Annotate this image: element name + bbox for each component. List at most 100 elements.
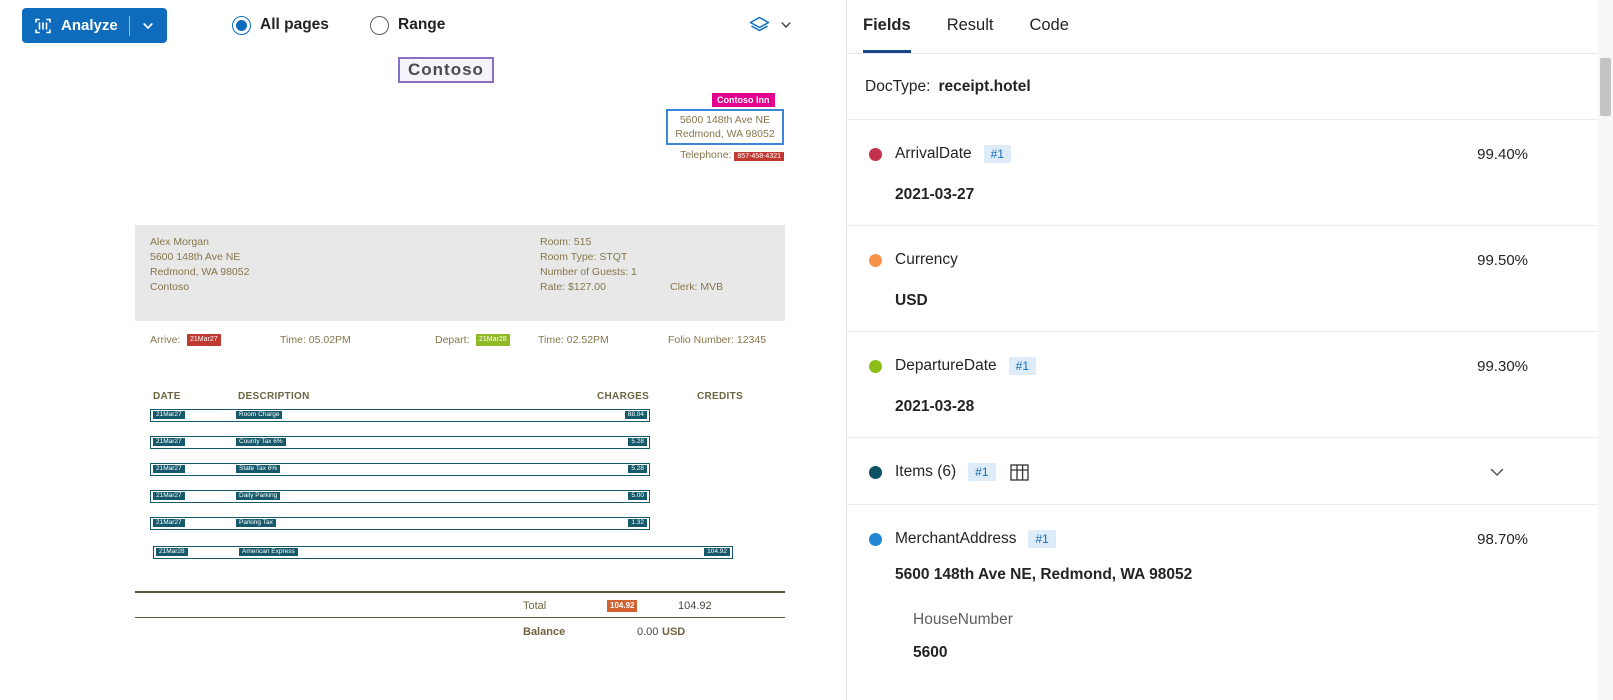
field-header: Currency 99.50% [869,249,1576,271]
item-description-highlight[interactable]: County Tax 6% [236,438,286,446]
arrive-label: Arrive: [150,334,181,346]
item-description-highlight[interactable]: Parking Tax [236,519,276,527]
item-description-highlight[interactable]: Room Charge [236,411,283,419]
field-row-arrivaldate[interactable]: ArrivalDate #1 99.40% 2021-03-27 [847,120,1598,226]
doctype-label: DocType: [865,77,931,95]
balance-currency: USD [662,626,686,638]
field-header: ArrivalDate #1 99.40% [869,143,1576,165]
item-date-highlight[interactable]: 21Mar28 [156,548,188,556]
item-date-highlight[interactable]: 21Mar27 [153,492,185,500]
departure-date-highlight[interactable]: 21Mar28 [476,334,510,346]
item-date-highlight[interactable]: 21Mar27 [153,438,185,446]
layers-icon [748,15,771,36]
confidence-value: 99.30% [1477,357,1528,375]
expand-chevron-icon[interactable] [1488,463,1506,481]
field-row-departuredate[interactable]: DepartureDate #1 99.30% 2021-03-28 [847,332,1598,438]
confidence-value: 98.70% [1477,530,1528,548]
occurrence-badge: #1 [983,145,1012,163]
item-row-bounding-box[interactable]: 21Mar27 County Tax 6% 5.28 [150,436,650,449]
radio-range[interactable]: Range [370,0,445,50]
guest-address1: 5600 148th Ave NE [150,251,241,263]
item-row-bounding-box[interactable]: 21Mar28 American Express 104.92 [153,546,733,559]
item-row-bounding-box[interactable]: 21Mar27 Room Charge 88.04 [150,409,650,422]
item-date-highlight[interactable]: 21Mar27 [153,465,185,473]
item-row-bounding-box[interactable]: 21Mar27 Parking Tax 1.32 [150,517,650,530]
field-color-dot [869,253,882,267]
field-row-currency[interactable]: Currency 99.50% USD [847,226,1598,332]
total-value: 104.92 [678,600,712,612]
field-value: USD [895,292,928,309]
item-description-highlight[interactable]: American Express [239,548,298,556]
telephone-label: Telephone: [680,149,732,161]
total-label: Total [523,600,547,612]
radio-unselected-icon [370,15,389,35]
total-rule [135,591,785,593]
field-row-items[interactable]: Items (6) #1 [847,438,1598,505]
doctype-value: receipt.hotel [938,77,1031,95]
field-color-dot [869,532,882,546]
telephone-number-highlight[interactable]: 857-458-4321 [734,152,784,161]
balance-rule [135,617,785,618]
occurrence-badge: #1 [1028,530,1056,548]
merchant-name-highlight[interactable]: Contoso Inn [712,93,775,107]
table-view-icon[interactable] [1009,463,1029,481]
guest-name: Alex Morgan [150,236,209,248]
tab-code[interactable]: Code [1029,15,1069,34]
arrive-time: Time: 05.02PM [280,334,351,346]
radio-selected-icon [232,15,251,35]
field-value: 2021-03-28 [895,398,975,415]
range-label: Range [398,16,446,33]
confidence-value: 99.50% [1477,251,1528,269]
guest-company: Contoso [150,281,190,293]
subfield-label: HouseNumber [913,611,1013,628]
item-amount-highlight[interactable]: 88.04 [624,411,647,419]
analyze-button[interactable]: Analyze [22,8,167,43]
field-name: ArrivalDate [895,145,972,162]
col-header-description: DESCRIPTION [238,391,310,402]
field-row-merchantaddress[interactable]: MerchantAddress #1 98.70% 5600 148th Ave… [847,505,1598,683]
scrollbar[interactable] [1598,0,1613,700]
analyze-dropdown-chevron-icon[interactable] [141,19,155,33]
item-amount-highlight[interactable]: 5.28 [628,438,647,446]
depart-label: Depart: [435,334,470,346]
field-header: Items (6) #1 [869,461,1576,483]
col-header-date: DATE [153,391,181,402]
layers-dropdown[interactable] [748,0,793,50]
item-row-bounding-box[interactable]: 21Mar27 Daily Parking 5.00 [150,490,650,503]
item-description-highlight[interactable]: Daily Parking [236,492,281,500]
clerk: Clerk: MVB [670,281,724,293]
occurrence-badge: #1 [968,463,996,481]
folio-number: Folio Number: 12345 [668,334,767,346]
item-amount-highlight[interactable]: 5.28 [628,465,647,473]
item-amount-highlight[interactable]: 1.32 [628,519,647,527]
item-date-highlight[interactable]: 21Mar27 [153,519,185,527]
occurrence-badge: #1 [1008,357,1037,375]
item-amount-highlight[interactable]: 5.00 [628,492,647,500]
all-pages-label: All pages [260,16,329,33]
col-header-charges: CHARGES [597,391,650,402]
confidence-value: 99.40% [1477,145,1528,163]
item-amount-highlight[interactable]: 104.92 [704,548,730,556]
item-date-highlight[interactable]: 21Mar27 [153,411,185,419]
scrollbar-thumb[interactable] [1600,58,1611,116]
field-name: DepartureDate [895,357,997,374]
merchant-logo-bounding-box[interactable]: Contoso [398,57,494,83]
radio-all-pages[interactable]: All pages [232,0,329,50]
depart-time: Time: 02.52PM [538,334,609,346]
balance-value: 0.00 [637,626,659,638]
total-amount-highlight[interactable]: 104.92 [607,600,638,612]
toolbar: Analyze All pages Range [0,0,846,50]
item-description-highlight[interactable]: State Tax 6% [236,465,281,473]
field-name: MerchantAddress [895,530,1017,547]
telephone-line: Telephone: 857-458-4321 [680,149,784,162]
analyze-scan-icon [34,17,52,35]
merchant-address-bounding-box[interactable]: 5600 148th Ave NE Redmond, WA 98052 [666,109,784,145]
item-row-bounding-box[interactable]: 21Mar27 State Tax 6% 5.28 [150,463,650,476]
room-type: Room Type: STQT [540,251,628,263]
field-color-dot [869,359,882,373]
tab-fields[interactable]: Fields [863,0,911,53]
tab-result[interactable]: Result [946,15,994,34]
document-pane: Analyze All pages Range [0,0,846,638]
arrival-date-highlight[interactable]: 21Mar27 [187,334,221,346]
